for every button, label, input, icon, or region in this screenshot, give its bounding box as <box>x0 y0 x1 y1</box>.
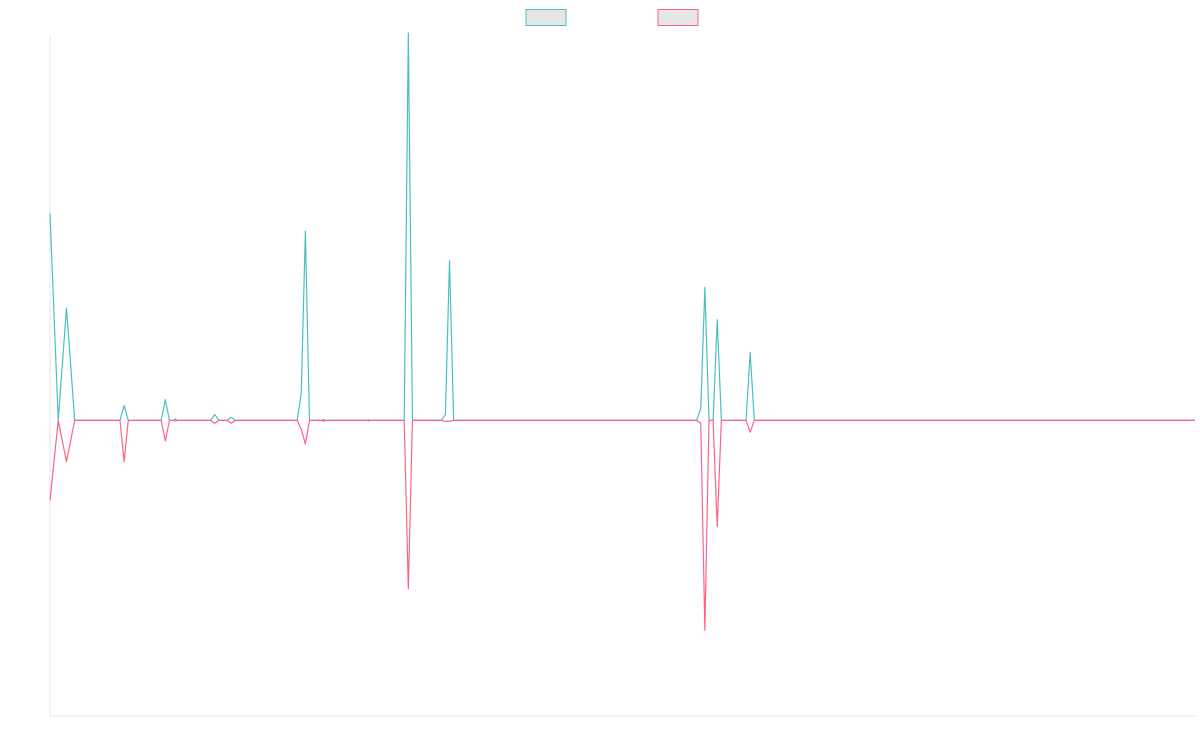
legend-item-2[interactable] <box>657 9 699 26</box>
legend-swatch-1[interactable] <box>525 9 567 26</box>
legend-item-1[interactable] <box>525 9 567 26</box>
series-line-2 <box>49 419 1195 631</box>
series-layer <box>49 32 1195 631</box>
series-line-1 <box>49 32 1195 421</box>
axes <box>49 36 1195 717</box>
legend[interactable] <box>525 9 699 26</box>
legend-swatch-2[interactable] <box>657 9 699 26</box>
